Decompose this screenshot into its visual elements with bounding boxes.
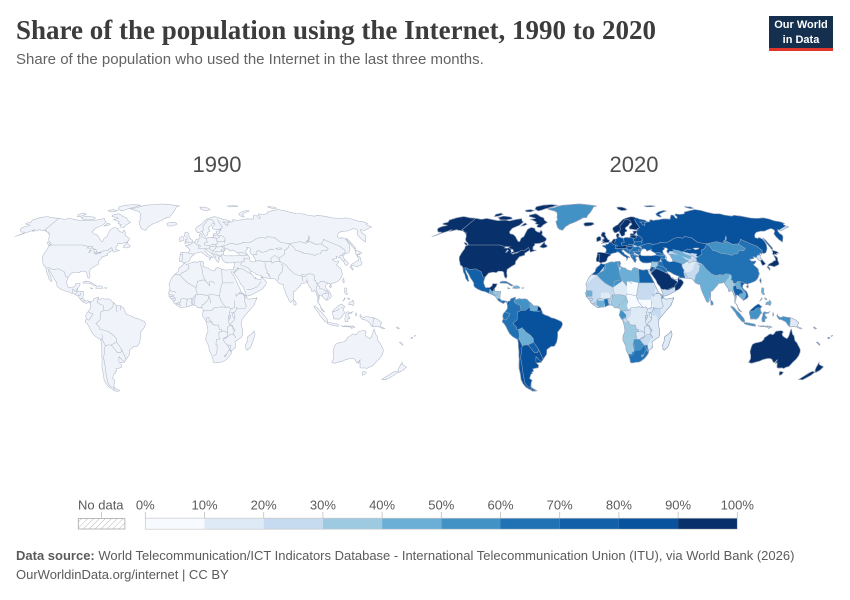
svg-text:10%: 10%	[191, 498, 217, 513]
svg-text:40%: 40%	[369, 498, 395, 513]
svg-text:80%: 80%	[606, 498, 632, 513]
svg-text:50%: 50%	[428, 498, 454, 513]
svg-text:70%: 70%	[547, 498, 573, 513]
svg-text:20%: 20%	[251, 498, 277, 513]
svg-text:30%: 30%	[310, 498, 336, 513]
svg-text:60%: 60%	[487, 498, 513, 513]
svg-text:0%: 0%	[136, 498, 155, 513]
svg-text:90%: 90%	[665, 498, 691, 513]
svg-text:100%: 100%	[721, 498, 755, 513]
svg-text:No data: No data	[78, 498, 124, 513]
